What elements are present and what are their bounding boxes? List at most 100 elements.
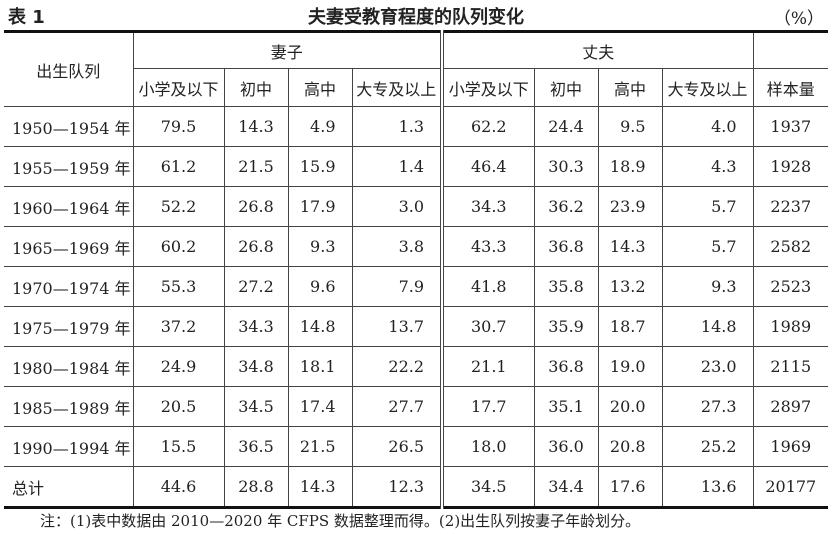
husband-value-cell: 27.3 xyxy=(661,386,754,427)
table-row: 1955—1959 年 61.2 21.5 15.9 1.4 46.4 30.3 18.9 4.… xyxy=(4,146,829,187)
header-husband-level: 高中 xyxy=(597,68,663,107)
wife-value-cell: 15.9 xyxy=(287,146,353,187)
wife-value-cell: 3.0 xyxy=(351,186,443,227)
husband-value-cell: 9.3 xyxy=(661,266,754,307)
husband-value-cell: 18.9 xyxy=(597,146,663,187)
sample-size-cell: 1969 xyxy=(752,426,829,467)
header-wife-level: 大专及以上 xyxy=(351,68,443,107)
wife-value-cell: 15.5 xyxy=(132,426,225,467)
husband-value-cell: 36.8 xyxy=(533,346,599,387)
table-note: 注：(1)表中数据由 2010—2020 年 CFPS 数据整理而得。(2)出生… xyxy=(40,512,641,530)
husband-value-cell: 25.2 xyxy=(661,426,754,467)
cohort-cell: 1955—1959 年 xyxy=(4,146,134,187)
education-cohort-table: 出生队列 妻子 丈夫 小学及以下 初中 高中 大专及以上 小学及以下 初中 高中… xyxy=(4,30,829,509)
wife-value-cell: 21.5 xyxy=(223,146,289,187)
wife-value-cell: 26.8 xyxy=(223,226,289,267)
wife-value-cell: 1.4 xyxy=(351,146,443,187)
wife-value-cell: 34.8 xyxy=(223,346,289,387)
header-husband-level: 初中 xyxy=(533,68,599,107)
table-row: 1965—1969 年 60.2 26.8 9.3 3.8 43.3 36.8 14.3 5.7… xyxy=(4,226,829,267)
husband-value-cell: 9.5 xyxy=(597,106,663,147)
cohort-cell: 1985—1989 年 xyxy=(4,386,134,427)
husband-value-cell: 36.8 xyxy=(533,226,599,267)
wife-value-cell: 26.5 xyxy=(351,426,443,467)
wife-value-cell: 7.9 xyxy=(351,266,443,307)
wife-value-cell: 44.6 xyxy=(132,466,225,508)
husband-value-cell: 17.6 xyxy=(597,466,663,508)
husband-value-cell: 35.9 xyxy=(533,306,599,347)
husband-value-cell: 41.8 xyxy=(440,266,535,307)
husband-value-cell: 21.1 xyxy=(440,346,535,387)
husband-value-cell: 46.4 xyxy=(440,146,535,187)
header-sample: 样本量 xyxy=(752,68,829,107)
wife-value-cell: 34.5 xyxy=(223,386,289,427)
cohort-cell: 1965—1969 年 xyxy=(4,226,134,267)
husband-value-cell: 5.7 xyxy=(661,226,754,267)
wife-value-cell: 14.3 xyxy=(287,466,353,508)
husband-value-cell: 43.3 xyxy=(440,226,535,267)
wife-value-cell: 4.9 xyxy=(287,106,353,147)
sample-size-cell: 20177 xyxy=(752,466,829,508)
cohort-cell: 1990—1994 年 xyxy=(4,426,134,467)
wife-value-cell: 34.3 xyxy=(223,306,289,347)
sample-size-cell: 2582 xyxy=(752,226,829,267)
table-label: 表 1 xyxy=(8,7,45,28)
header-husband: 丈夫 xyxy=(440,31,754,69)
wife-value-cell: 17.9 xyxy=(287,186,353,227)
husband-value-cell: 35.1 xyxy=(533,386,599,427)
wife-value-cell: 17.4 xyxy=(287,386,353,427)
husband-value-cell: 35.8 xyxy=(533,266,599,307)
wife-value-cell: 61.2 xyxy=(132,146,225,187)
cohort-cell: 总计 xyxy=(4,466,134,508)
cohort-cell: 1960—1964 年 xyxy=(4,186,134,227)
wife-value-cell: 14.3 xyxy=(223,106,289,147)
table-row: 1950—1954 年 79.5 14.3 4.9 1.3 62.2 24.4 9.5 4.0 1… xyxy=(4,106,829,147)
table-row: 1970—1974 年 55.3 27.2 9.6 7.9 41.8 35.8 13.2 9.3… xyxy=(4,266,829,307)
table-row: 1975—1979 年 37.2 34.3 14.8 13.7 30.7 35.9 18.7 1… xyxy=(4,306,829,347)
wife-value-cell: 20.5 xyxy=(132,386,225,427)
husband-value-cell: 34.4 xyxy=(533,466,599,508)
husband-value-cell: 17.7 xyxy=(440,386,535,427)
husband-value-cell: 30.7 xyxy=(440,306,535,347)
wife-value-cell: 1.3 xyxy=(351,106,443,147)
husband-value-cell: 19.0 xyxy=(597,346,663,387)
wife-value-cell: 22.2 xyxy=(351,346,443,387)
husband-value-cell: 4.0 xyxy=(661,106,754,147)
header-blank xyxy=(752,31,829,69)
wife-value-cell: 27.2 xyxy=(223,266,289,307)
wife-value-cell: 24.9 xyxy=(132,346,225,387)
husband-value-cell: 13.2 xyxy=(597,266,663,307)
husband-value-cell: 14.8 xyxy=(661,306,754,347)
husband-value-cell: 30.3 xyxy=(533,146,599,187)
wife-value-cell: 12.3 xyxy=(351,466,443,508)
header-husband-level: 大专及以上 xyxy=(661,68,754,107)
sample-size-cell: 1937 xyxy=(752,106,829,147)
husband-value-cell: 18.0 xyxy=(440,426,535,467)
header-wife: 妻子 xyxy=(132,31,443,69)
header-husband-level: 小学及以下 xyxy=(440,68,535,107)
wife-value-cell: 18.1 xyxy=(287,346,353,387)
sample-size-cell: 1989 xyxy=(752,306,829,347)
header-cohort: 出生队列 xyxy=(4,31,134,107)
husband-value-cell: 4.3 xyxy=(661,146,754,187)
sample-size-cell: 2523 xyxy=(752,266,829,307)
wife-value-cell: 60.2 xyxy=(132,226,225,267)
unit-label: （%） xyxy=(773,9,824,29)
wife-value-cell: 52.2 xyxy=(132,186,225,227)
wife-value-cell: 36.5 xyxy=(223,426,289,467)
table-row: 1960—1964 年 52.2 26.8 17.9 3.0 34.3 36.2 23.9 5.… xyxy=(4,186,829,227)
husband-value-cell: 23.0 xyxy=(661,346,754,387)
wife-value-cell: 55.3 xyxy=(132,266,225,307)
wife-value-cell: 26.8 xyxy=(223,186,289,227)
husband-value-cell: 14.3 xyxy=(597,226,663,267)
wife-value-cell: 13.7 xyxy=(351,306,443,347)
husband-value-cell: 34.5 xyxy=(440,466,535,508)
husband-value-cell: 36.2 xyxy=(533,186,599,227)
wife-value-cell: 27.7 xyxy=(351,386,443,427)
table-row: 1990—1994 年 15.5 36.5 21.5 26.5 18.0 36.0 20.8 2… xyxy=(4,426,829,467)
wife-value-cell: 79.5 xyxy=(132,106,225,147)
husband-value-cell: 20.8 xyxy=(597,426,663,467)
wife-value-cell: 9.3 xyxy=(287,226,353,267)
cohort-cell: 1975—1979 年 xyxy=(4,306,134,347)
husband-value-cell: 23.9 xyxy=(597,186,663,227)
